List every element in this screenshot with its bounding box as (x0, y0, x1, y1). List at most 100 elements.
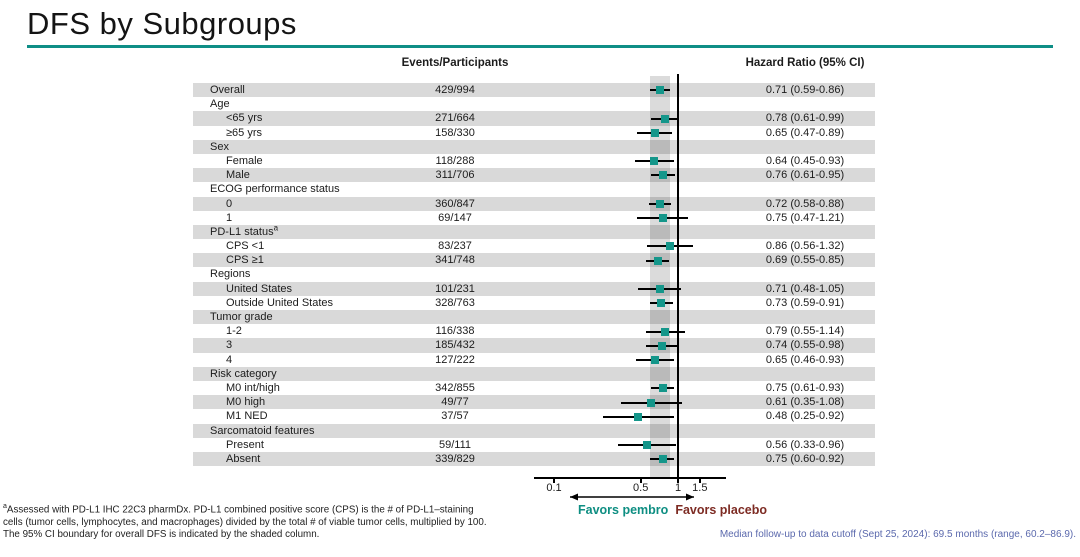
title-underline (27, 45, 1053, 48)
subgroup-data-row: Overall 429/994 0.71 (0.59-0.86) (193, 83, 875, 98)
subgroup-label: Tumor grade (210, 311, 273, 323)
subgroup-data-row: ≥65 yrs 158/330 0.65 (0.47-0.89) (193, 126, 875, 140)
subgroup-data-row: 0 360/847 0.72 (0.58-0.88) (193, 196, 875, 211)
hazard-ratio-value: 0.71 (0.59-0.86) (765, 84, 845, 96)
events-participants-value: 101/231 (435, 282, 475, 295)
subgroup-label: Outside United States (226, 296, 334, 309)
subgroup-label: 4 (226, 353, 233, 366)
subgroup-label: 0 (226, 197, 233, 210)
hazard-ratio-value: 0.48 (0.25-0.92) (765, 410, 845, 423)
events-participants-value: 339/829 (435, 452, 475, 465)
subgroup-label: Sex (210, 140, 229, 153)
subgroup-data-row: M1 NED 37/57 0.48 (0.25-0.92) (193, 409, 875, 423)
footnote-line-1: aAssessed with PD-L1 IHC 22C3 pharmDx. P… (3, 503, 474, 516)
subgroup-label: M0 int/high (226, 381, 280, 394)
subgroup-data-row: M0 high 49/77 0.61 (0.35-1.08) (193, 395, 875, 410)
subgroup-data-row: 3 185/432 0.74 (0.55-0.98) (193, 338, 875, 353)
overall-ci-shaded-band (649, 76, 670, 478)
footnote-line-2: cells (tumor cells, lymphocytes, and mac… (3, 516, 487, 528)
events-participants-value: 37/57 (441, 410, 469, 423)
subgroup-category-row: Tumor grade (193, 310, 875, 325)
hazard-ratio-value: 0.74 (0.55-0.98) (765, 339, 845, 352)
hazard-ratio-value: 0.56 (0.33-0.96) (765, 438, 845, 451)
events-participants-value: 158/330 (435, 126, 475, 139)
events-participants-value: 328/763 (435, 296, 475, 309)
events-column-header: Events/Participants (401, 57, 509, 69)
favors-labels: Favors pembro Favors placebo (578, 503, 767, 517)
x-axis-tick (698, 478, 701, 483)
label-superscript: a (273, 223, 279, 233)
subgroup-label: United States (226, 282, 293, 295)
events-participants-value: 118/288 (435, 154, 475, 167)
subgroup-label: ≥65 yrs (226, 126, 262, 139)
subgroup-data-row: Absent 339/829 0.75 (0.60-0.92) (193, 451, 875, 467)
x-axis-line (534, 477, 726, 479)
events-participants-value: 127/222 (435, 353, 475, 366)
subgroup-category-row: Sex (193, 139, 875, 154)
hazard-ratio-value: 0.75 (0.60-0.92) (765, 452, 845, 465)
events-participants-value: 271/664 (435, 112, 475, 125)
subgroup-data-row: Outside United States 328/763 0.73 (0.59-0… (193, 296, 875, 310)
subgroup-label: Age (210, 98, 230, 111)
hazard-ratio-value: 0.73 (0.59-0.91) (765, 296, 845, 309)
footnote-median-followup: Median follow-up to data cutoff (Sept 25… (719, 529, 1076, 540)
favors-pembro-label: Favors pembro (578, 503, 669, 517)
subgroup-label: Male (226, 169, 250, 182)
subgroup-data-row: Present 59/111 0.56 (0.33-0.96) (193, 438, 875, 452)
subgroup-category-row: Sarcomatoid features (193, 423, 875, 438)
subgroup-data-row: <65 yrs 271/664 0.78 (0.61-0.99) (193, 111, 875, 126)
events-participants-value: 360/847 (435, 197, 475, 210)
subgroup-label: M1 NED (226, 410, 268, 423)
x-axis-tick (677, 478, 679, 483)
events-participants-value: 116/338 (435, 325, 475, 338)
hazard-ratio-value: 0.75 (0.47-1.21) (765, 211, 845, 224)
subgroup-label: ECOG performance status (210, 183, 340, 196)
events-participants-value: 311/706 (435, 169, 475, 182)
events-participants-value: 429/994 (435, 84, 475, 96)
hazard-ratio-value: 0.78 (0.61-0.99) (765, 112, 845, 125)
hazard-ratio-value: 0.75 (0.61-0.93) (765, 381, 845, 394)
subgroup-data-row: Female 118/288 0.64 (0.45-0.93) (193, 154, 875, 168)
subgroup-label: 1-2 (226, 325, 242, 338)
hazard-ratio-value: 0.79 (0.55-1.14) (765, 325, 845, 338)
hazard-ratio-value: 0.61 (0.35-1.08) (765, 396, 845, 409)
subgroup-label: Sarcomatoid features (210, 424, 315, 437)
hazard-ratio-value: 0.69 (0.55-0.85) (765, 254, 845, 267)
events-participants-value: 342/855 (435, 381, 475, 394)
subgroup-category-row: Age (193, 97, 875, 111)
subgroup-label: 1 (226, 211, 233, 224)
favors-direction-arrow (570, 493, 694, 501)
hazard-ratio-value: 0.86 (0.56-1.32) (765, 240, 845, 253)
footnote-line-3: The 95% CI boundary for overall DFS is i… (3, 529, 320, 541)
hazard-ratio-value: 0.64 (0.45-0.93) (765, 154, 845, 167)
footnote-superscript: a (3, 503, 7, 510)
footnote-left: aAssessed with PD-L1 IHC 22C3 pharmDx. P… (3, 501, 563, 542)
events-participants-value: 69/147 (438, 211, 472, 224)
subgroup-data-row: 4 127/222 0.65 (0.46-0.93) (193, 353, 875, 367)
subgroup-data-row: CPS ≥1 341/748 0.69 (0.55-0.85) (193, 253, 875, 268)
subgroup-label: <65 yrs (226, 112, 263, 125)
hazard-ratio-value: 0.76 (0.61-0.95) (765, 169, 845, 182)
events-participants-value: 59/111 (438, 438, 471, 451)
subgroup-data-row: CPS <1 83/237 0.86 (0.56-1.32) (193, 239, 875, 253)
subgroup-label: 3 (226, 339, 233, 352)
subgroup-data-row: 1 69/147 0.75 (0.47-1.21) (193, 211, 875, 225)
subgroup-label: Regions (210, 268, 251, 281)
x-axis-tick (639, 478, 642, 483)
hazard-ratio-value: 0.65 (0.46-0.93) (765, 353, 845, 366)
subgroup-label: CPS <1 (226, 240, 265, 253)
subgroup-data-row: Male 311/706 0.76 (0.61-0.95) (193, 168, 875, 183)
subgroup-label: PD-L1 statusa (210, 223, 279, 238)
subgroup-category-row: Regions (193, 267, 875, 281)
x-axis-tick (553, 478, 555, 483)
subgroup-category-row: Risk category (193, 366, 875, 381)
subgroup-category-row: ECOG performance status (193, 182, 875, 196)
hr-reference-line (677, 74, 679, 478)
subgroup-label: Risk category (210, 367, 277, 380)
subgroup-label: CPS ≥1 (226, 254, 264, 267)
subgroup-table: Overall 429/994 0.71 (0.59-0.86) Age <65 yrs… (193, 83, 875, 467)
subgroup-data-row: 1-2 116/338 0.79 (0.55-1.14) (193, 324, 875, 338)
subgroup-label: Overall (210, 84, 245, 96)
events-participants-value: 83/237 (438, 240, 472, 253)
